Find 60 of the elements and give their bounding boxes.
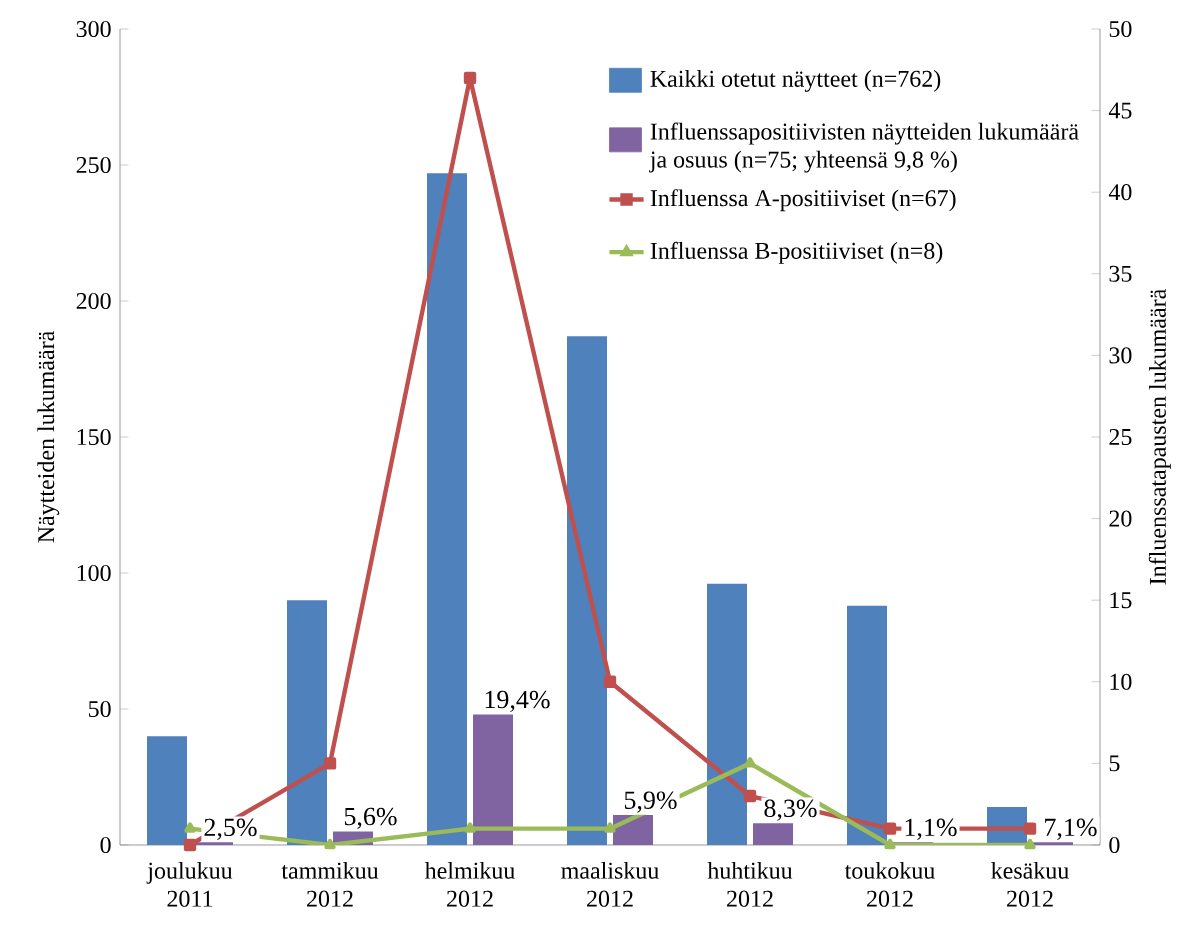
y2-tick-label: 45 xyxy=(1108,102,1132,119)
y2-tick-label: 10 xyxy=(1110,673,1132,690)
annotation: 5,6% xyxy=(344,807,397,829)
y2-tick-label: 50 xyxy=(1109,20,1132,38)
point xyxy=(603,675,617,688)
point xyxy=(883,822,897,835)
y2-axis-title: Influenssatapausten lukumäärä xyxy=(1148,289,1171,585)
point xyxy=(1024,838,1036,850)
bar xyxy=(287,600,328,845)
point xyxy=(604,822,616,833)
annotation: 8,3% xyxy=(764,799,817,821)
legend-label: Influenssapositiivisten näytteiden lukumäärä ja osuus (n=75; yhteensä 9,8 %) xyxy=(649,122,1079,173)
point xyxy=(744,757,756,768)
point xyxy=(884,838,896,850)
point xyxy=(1023,822,1037,835)
y2-tick-label: 0 xyxy=(1109,836,1120,854)
point xyxy=(183,838,197,852)
bar xyxy=(753,823,794,845)
bar xyxy=(427,173,467,845)
legend-label: Influenssa B-positiiviset (n=8) xyxy=(650,241,943,264)
legend-label: Kaikki otetut näytteet (n=762) xyxy=(650,70,941,92)
y2-tick-label: 5 xyxy=(1109,755,1120,772)
point xyxy=(743,789,757,803)
x-tick-label: huhtikuu 2012 xyxy=(707,861,793,907)
bar xyxy=(847,605,887,845)
legend-label: Influenssa A-positiiviset (n=67) xyxy=(650,189,956,212)
x-tick-label: helmikuu 2012 xyxy=(424,861,515,907)
y2-tick-label: 40 xyxy=(1108,184,1132,201)
x-tick-label: tammikuu 2012 xyxy=(281,861,379,907)
y2-tick-label: 15 xyxy=(1110,592,1132,609)
y-tick-label: 100 xyxy=(77,564,111,582)
y-tick-label: 300 xyxy=(76,20,111,38)
point xyxy=(184,822,196,833)
x-tick-label: toukokuu 2012 xyxy=(844,861,935,907)
bar xyxy=(707,583,747,845)
point xyxy=(323,757,337,770)
x-tick-label: joulukuu 2011 xyxy=(146,861,233,907)
y2-tick-label: 25 xyxy=(1109,428,1132,446)
bar xyxy=(567,336,607,845)
point xyxy=(463,71,477,85)
bar xyxy=(147,736,188,845)
y-tick-label: 200 xyxy=(76,292,111,310)
y-tick-label: 50 xyxy=(88,700,111,718)
point xyxy=(324,838,336,850)
y-tick-label: 250 xyxy=(76,156,111,174)
annotation: 5,9% xyxy=(624,791,677,813)
annotation: 1,1% xyxy=(905,818,957,840)
x-tick-label: maaliskuu 2012 xyxy=(561,861,659,907)
bar xyxy=(1033,842,1073,845)
annotation: 19,4% xyxy=(485,690,550,713)
y-axis-title: Näytteiden lukumäärä xyxy=(37,331,60,543)
y-tick-label: 150 xyxy=(77,428,111,446)
y2-tick-label: 30 xyxy=(1109,347,1132,364)
y-tick-label: 0 xyxy=(100,836,111,854)
y2-tick-label: 35 xyxy=(1109,265,1132,282)
x-tick-label: kesäkuu 2012 xyxy=(991,861,1069,907)
annotation: 7,1% xyxy=(1045,818,1097,840)
point xyxy=(464,822,476,833)
y2-tick-label: 20 xyxy=(1109,510,1132,527)
annotation: 2,5% xyxy=(204,818,257,840)
